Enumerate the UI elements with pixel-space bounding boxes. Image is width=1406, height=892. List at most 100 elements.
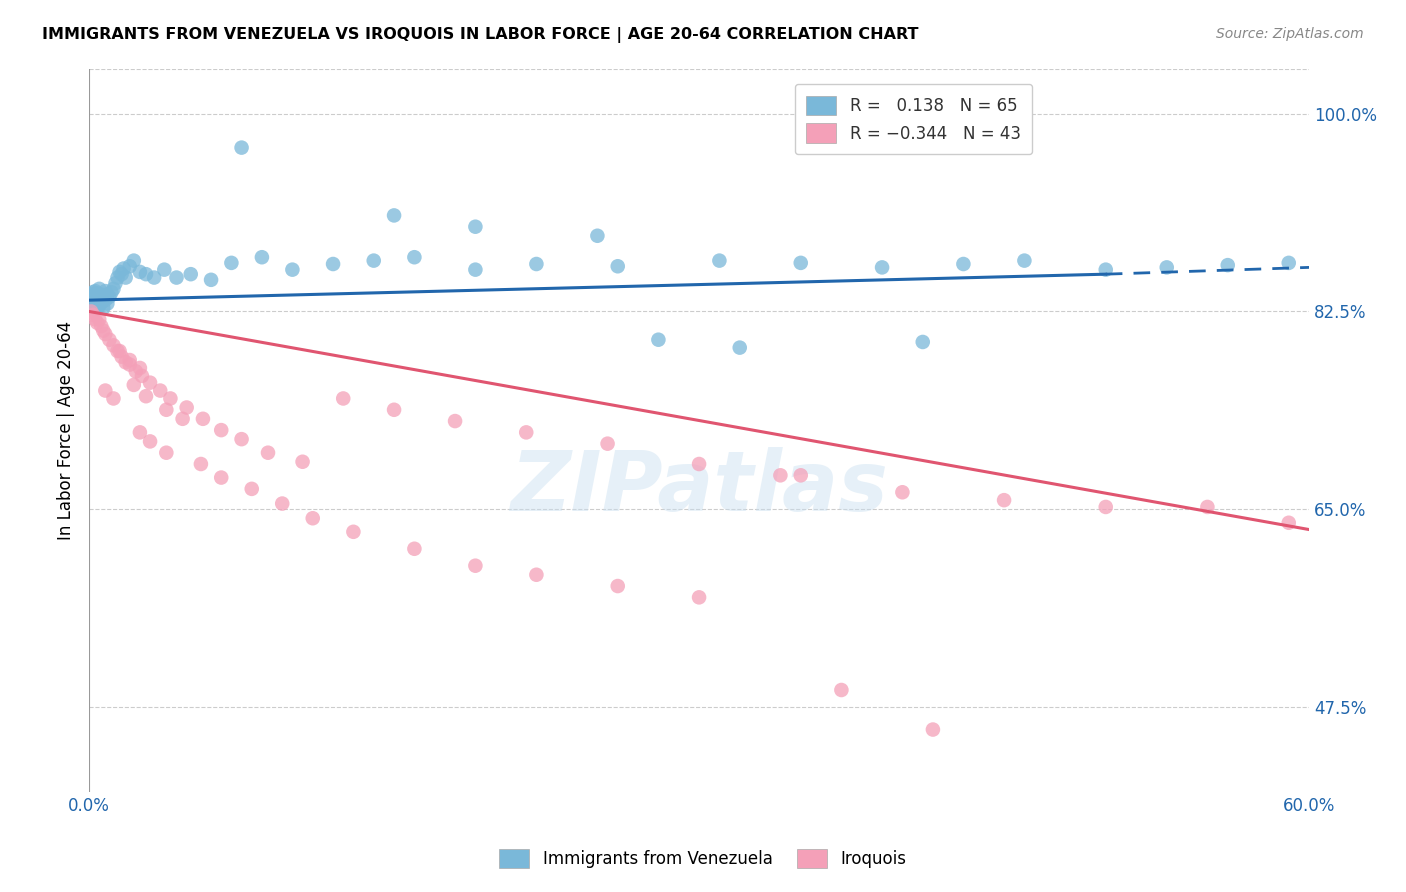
Text: ZIPatlas: ZIPatlas — [510, 448, 889, 528]
Point — [108, 344, 131, 359]
Point — [84, 284, 107, 298]
Point — [86, 316, 108, 330]
Point — [86, 293, 108, 308]
Point — [332, 392, 354, 406]
Point — [221, 256, 243, 270]
Point — [104, 277, 127, 291]
Y-axis label: In Labor Force | Age 20-64: In Labor Force | Age 20-64 — [58, 320, 75, 540]
Point — [84, 299, 107, 313]
Point — [952, 257, 974, 271]
Point — [91, 292, 114, 306]
Point — [90, 295, 112, 310]
Point — [1014, 253, 1036, 268]
Point — [322, 257, 344, 271]
Point — [90, 287, 112, 301]
Point — [830, 683, 852, 698]
Point — [790, 256, 813, 270]
Point — [271, 497, 294, 511]
Point — [91, 324, 114, 338]
Point — [89, 299, 111, 313]
Point — [1094, 262, 1116, 277]
Point — [159, 392, 181, 406]
Point — [96, 296, 118, 310]
Point — [911, 334, 934, 349]
Point — [139, 434, 162, 449]
Point — [84, 292, 107, 306]
Point — [444, 414, 467, 428]
Point — [404, 541, 426, 556]
Point — [122, 378, 145, 392]
Text: Source: ZipAtlas.com: Source: ZipAtlas.com — [1216, 27, 1364, 41]
Point — [94, 293, 117, 308]
Point — [1197, 500, 1219, 514]
Point — [301, 511, 323, 525]
Point — [86, 286, 108, 301]
Point — [257, 446, 280, 460]
Point — [94, 384, 117, 398]
Point — [404, 250, 426, 264]
Point — [606, 579, 628, 593]
Point — [118, 260, 141, 274]
Point — [209, 470, 232, 484]
Point — [515, 425, 537, 440]
Point — [176, 401, 198, 415]
Point — [80, 292, 103, 306]
Point — [769, 468, 792, 483]
Point — [166, 270, 188, 285]
Point — [596, 436, 619, 450]
Point — [291, 455, 314, 469]
Point — [526, 567, 548, 582]
Point — [108, 265, 131, 279]
Legend: Immigrants from Venezuela, Iroquois: Immigrants from Venezuela, Iroquois — [492, 842, 914, 875]
Point — [82, 308, 104, 322]
Point — [100, 285, 122, 300]
Point — [103, 282, 125, 296]
Point — [688, 457, 710, 471]
Point — [98, 290, 121, 304]
Point — [149, 384, 172, 398]
Point — [790, 468, 813, 483]
Point — [84, 312, 107, 326]
Point — [131, 368, 153, 383]
Point — [112, 261, 135, 276]
Point — [122, 253, 145, 268]
Point — [172, 412, 194, 426]
Point — [90, 319, 112, 334]
Point — [464, 558, 486, 573]
Point — [91, 301, 114, 315]
Point — [200, 273, 222, 287]
Point — [114, 355, 136, 369]
Point — [1278, 256, 1301, 270]
Point — [110, 267, 132, 281]
Point — [688, 591, 710, 605]
Point — [82, 285, 104, 300]
Point — [342, 524, 364, 539]
Point — [80, 304, 103, 318]
Text: IMMIGRANTS FROM VENEZUELA VS IROQUOIS IN LABOR FORCE | AGE 20-64 CORRELATION CHA: IMMIGRANTS FROM VENEZUELA VS IROQUOIS IN… — [42, 27, 918, 43]
Point — [209, 423, 232, 437]
Point — [586, 228, 609, 243]
Point — [155, 402, 177, 417]
Point — [89, 291, 111, 305]
Point — [382, 208, 405, 222]
Point — [114, 270, 136, 285]
Point — [231, 140, 253, 154]
Point — [89, 312, 111, 326]
Point — [363, 253, 385, 268]
Point — [89, 282, 111, 296]
Point — [110, 350, 132, 364]
Point — [103, 392, 125, 406]
Point — [129, 425, 152, 440]
Point — [143, 270, 166, 285]
Point — [135, 267, 157, 281]
Point — [118, 358, 141, 372]
Point — [231, 432, 253, 446]
Point — [125, 364, 148, 378]
Point — [107, 344, 129, 359]
Point — [281, 262, 304, 277]
Point — [180, 267, 202, 281]
Point — [922, 723, 945, 737]
Point — [728, 341, 751, 355]
Point — [98, 333, 121, 347]
Point — [191, 412, 214, 426]
